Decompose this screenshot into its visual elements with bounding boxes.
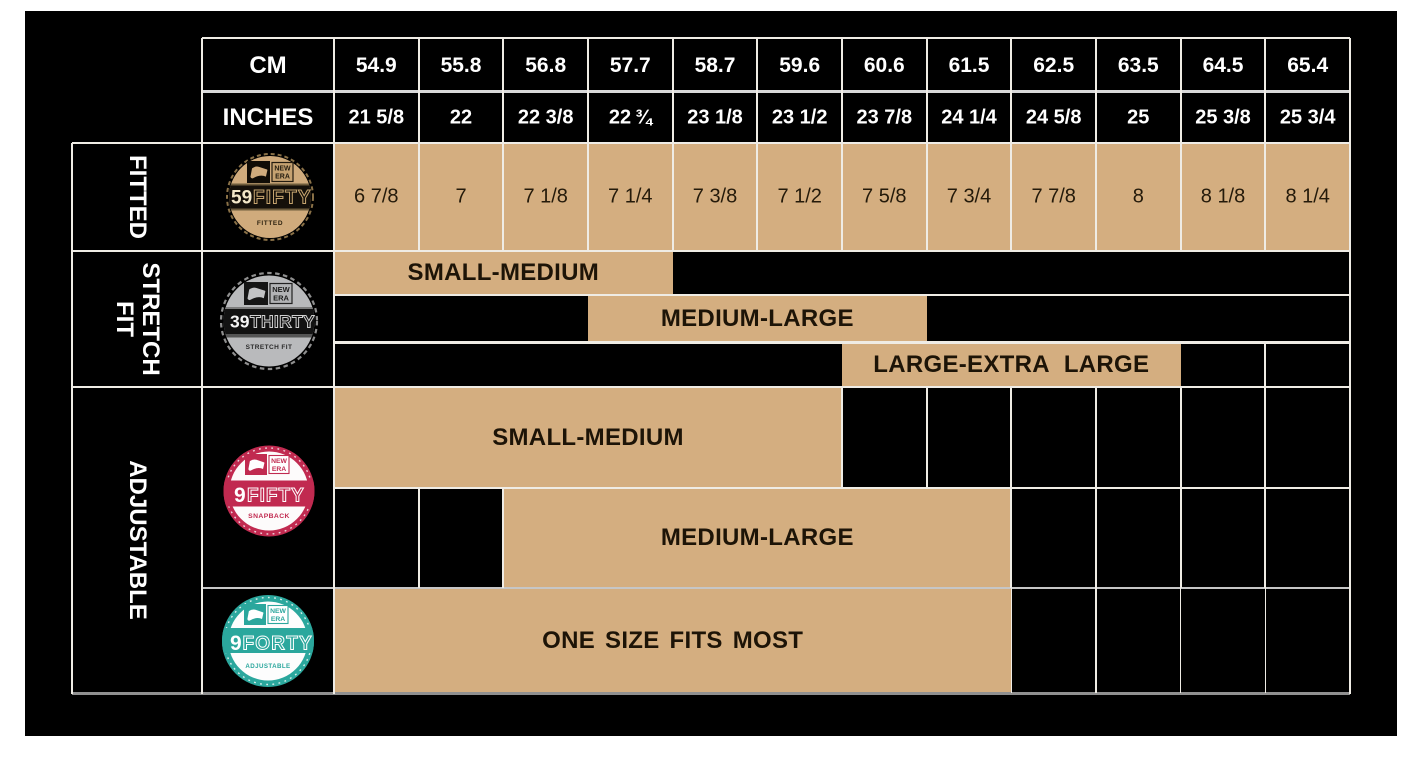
svg-text:FORTY: FORTY [242, 633, 312, 654]
svg-text:9: 9 [234, 484, 246, 507]
svg-text:39: 39 [230, 311, 250, 331]
svg-text:ERA: ERA [273, 293, 289, 302]
svg-text:NEW: NEW [274, 166, 291, 173]
svg-text:ERA: ERA [270, 616, 284, 623]
svg-text:STRETCH FIT: STRETCH FIT [246, 344, 293, 351]
svg-text:ADJUSTABLE: ADJUSTABLE [245, 663, 290, 670]
svg-text:59: 59 [231, 188, 252, 209]
svg-text:NEW: NEW [270, 608, 286, 615]
svg-text:FITTED: FITTED [256, 220, 282, 227]
svg-text:ERA: ERA [271, 466, 285, 473]
svg-text:9: 9 [230, 632, 242, 655]
svg-text:FIFTY: FIFTY [247, 486, 305, 507]
svg-text:FIFTY: FIFTY [253, 188, 312, 209]
svg-text:THIRTY: THIRTY [250, 311, 315, 331]
svg-text:SNAPBACK: SNAPBACK [248, 513, 290, 520]
svg-text:NEW: NEW [271, 458, 287, 465]
svg-text:ERA: ERA [275, 174, 290, 181]
svg-text:NEW: NEW [272, 285, 290, 294]
